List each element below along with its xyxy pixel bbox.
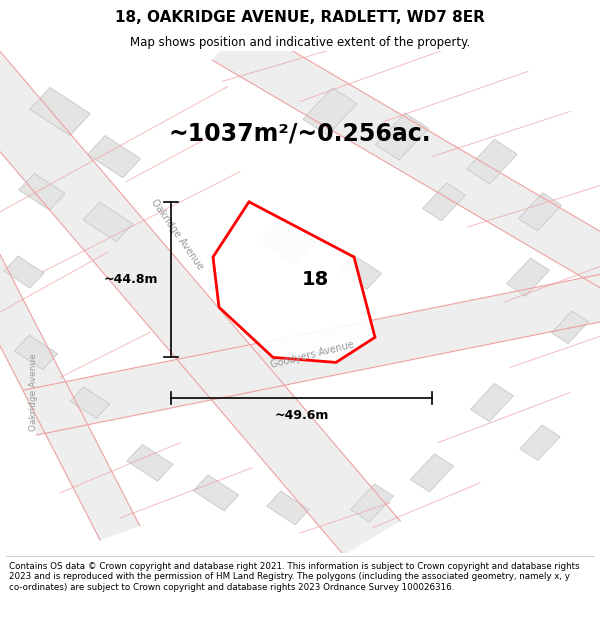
Text: 18, OAKRIDGE AVENUE, RADLETT, WD7 8ER: 18, OAKRIDGE AVENUE, RADLETT, WD7 8ER xyxy=(115,10,485,25)
Bar xyxy=(518,193,562,231)
Bar xyxy=(376,113,428,160)
Bar xyxy=(30,88,90,136)
Bar xyxy=(127,444,173,481)
Bar xyxy=(303,88,357,136)
Bar xyxy=(267,491,309,525)
Bar xyxy=(470,384,514,422)
Polygon shape xyxy=(23,270,600,435)
Bar xyxy=(410,454,454,492)
Bar xyxy=(506,258,550,296)
Bar xyxy=(350,484,394,522)
Bar xyxy=(88,136,140,178)
Polygon shape xyxy=(0,49,400,555)
Bar xyxy=(422,182,466,221)
Polygon shape xyxy=(212,22,600,296)
Bar xyxy=(260,219,316,264)
Bar xyxy=(467,139,517,184)
Text: Contains OS data © Crown copyright and database right 2021. This information is : Contains OS data © Crown copyright and d… xyxy=(9,562,580,591)
Bar xyxy=(520,425,560,461)
Polygon shape xyxy=(0,235,140,540)
Text: ~1037m²/~0.256ac.: ~1037m²/~0.256ac. xyxy=(169,121,431,146)
Text: Oakridge Avenue: Oakridge Avenue xyxy=(29,354,37,431)
Text: Map shows position and indicative extent of the property.: Map shows position and indicative extent… xyxy=(130,36,470,49)
Bar xyxy=(338,255,382,289)
Bar xyxy=(19,173,65,210)
Text: Goodyers Avenue: Goodyers Avenue xyxy=(269,339,355,370)
Bar xyxy=(83,202,133,242)
Text: ~44.8m: ~44.8m xyxy=(103,273,158,286)
Bar xyxy=(4,256,44,288)
Text: Oakridge Avenue: Oakridge Avenue xyxy=(149,198,205,271)
Bar xyxy=(70,387,110,418)
Text: 18: 18 xyxy=(301,270,329,289)
Text: ~49.6m: ~49.6m xyxy=(274,409,329,422)
Polygon shape xyxy=(213,202,375,362)
Bar xyxy=(14,335,58,369)
Bar xyxy=(193,475,239,511)
Bar xyxy=(551,311,589,344)
